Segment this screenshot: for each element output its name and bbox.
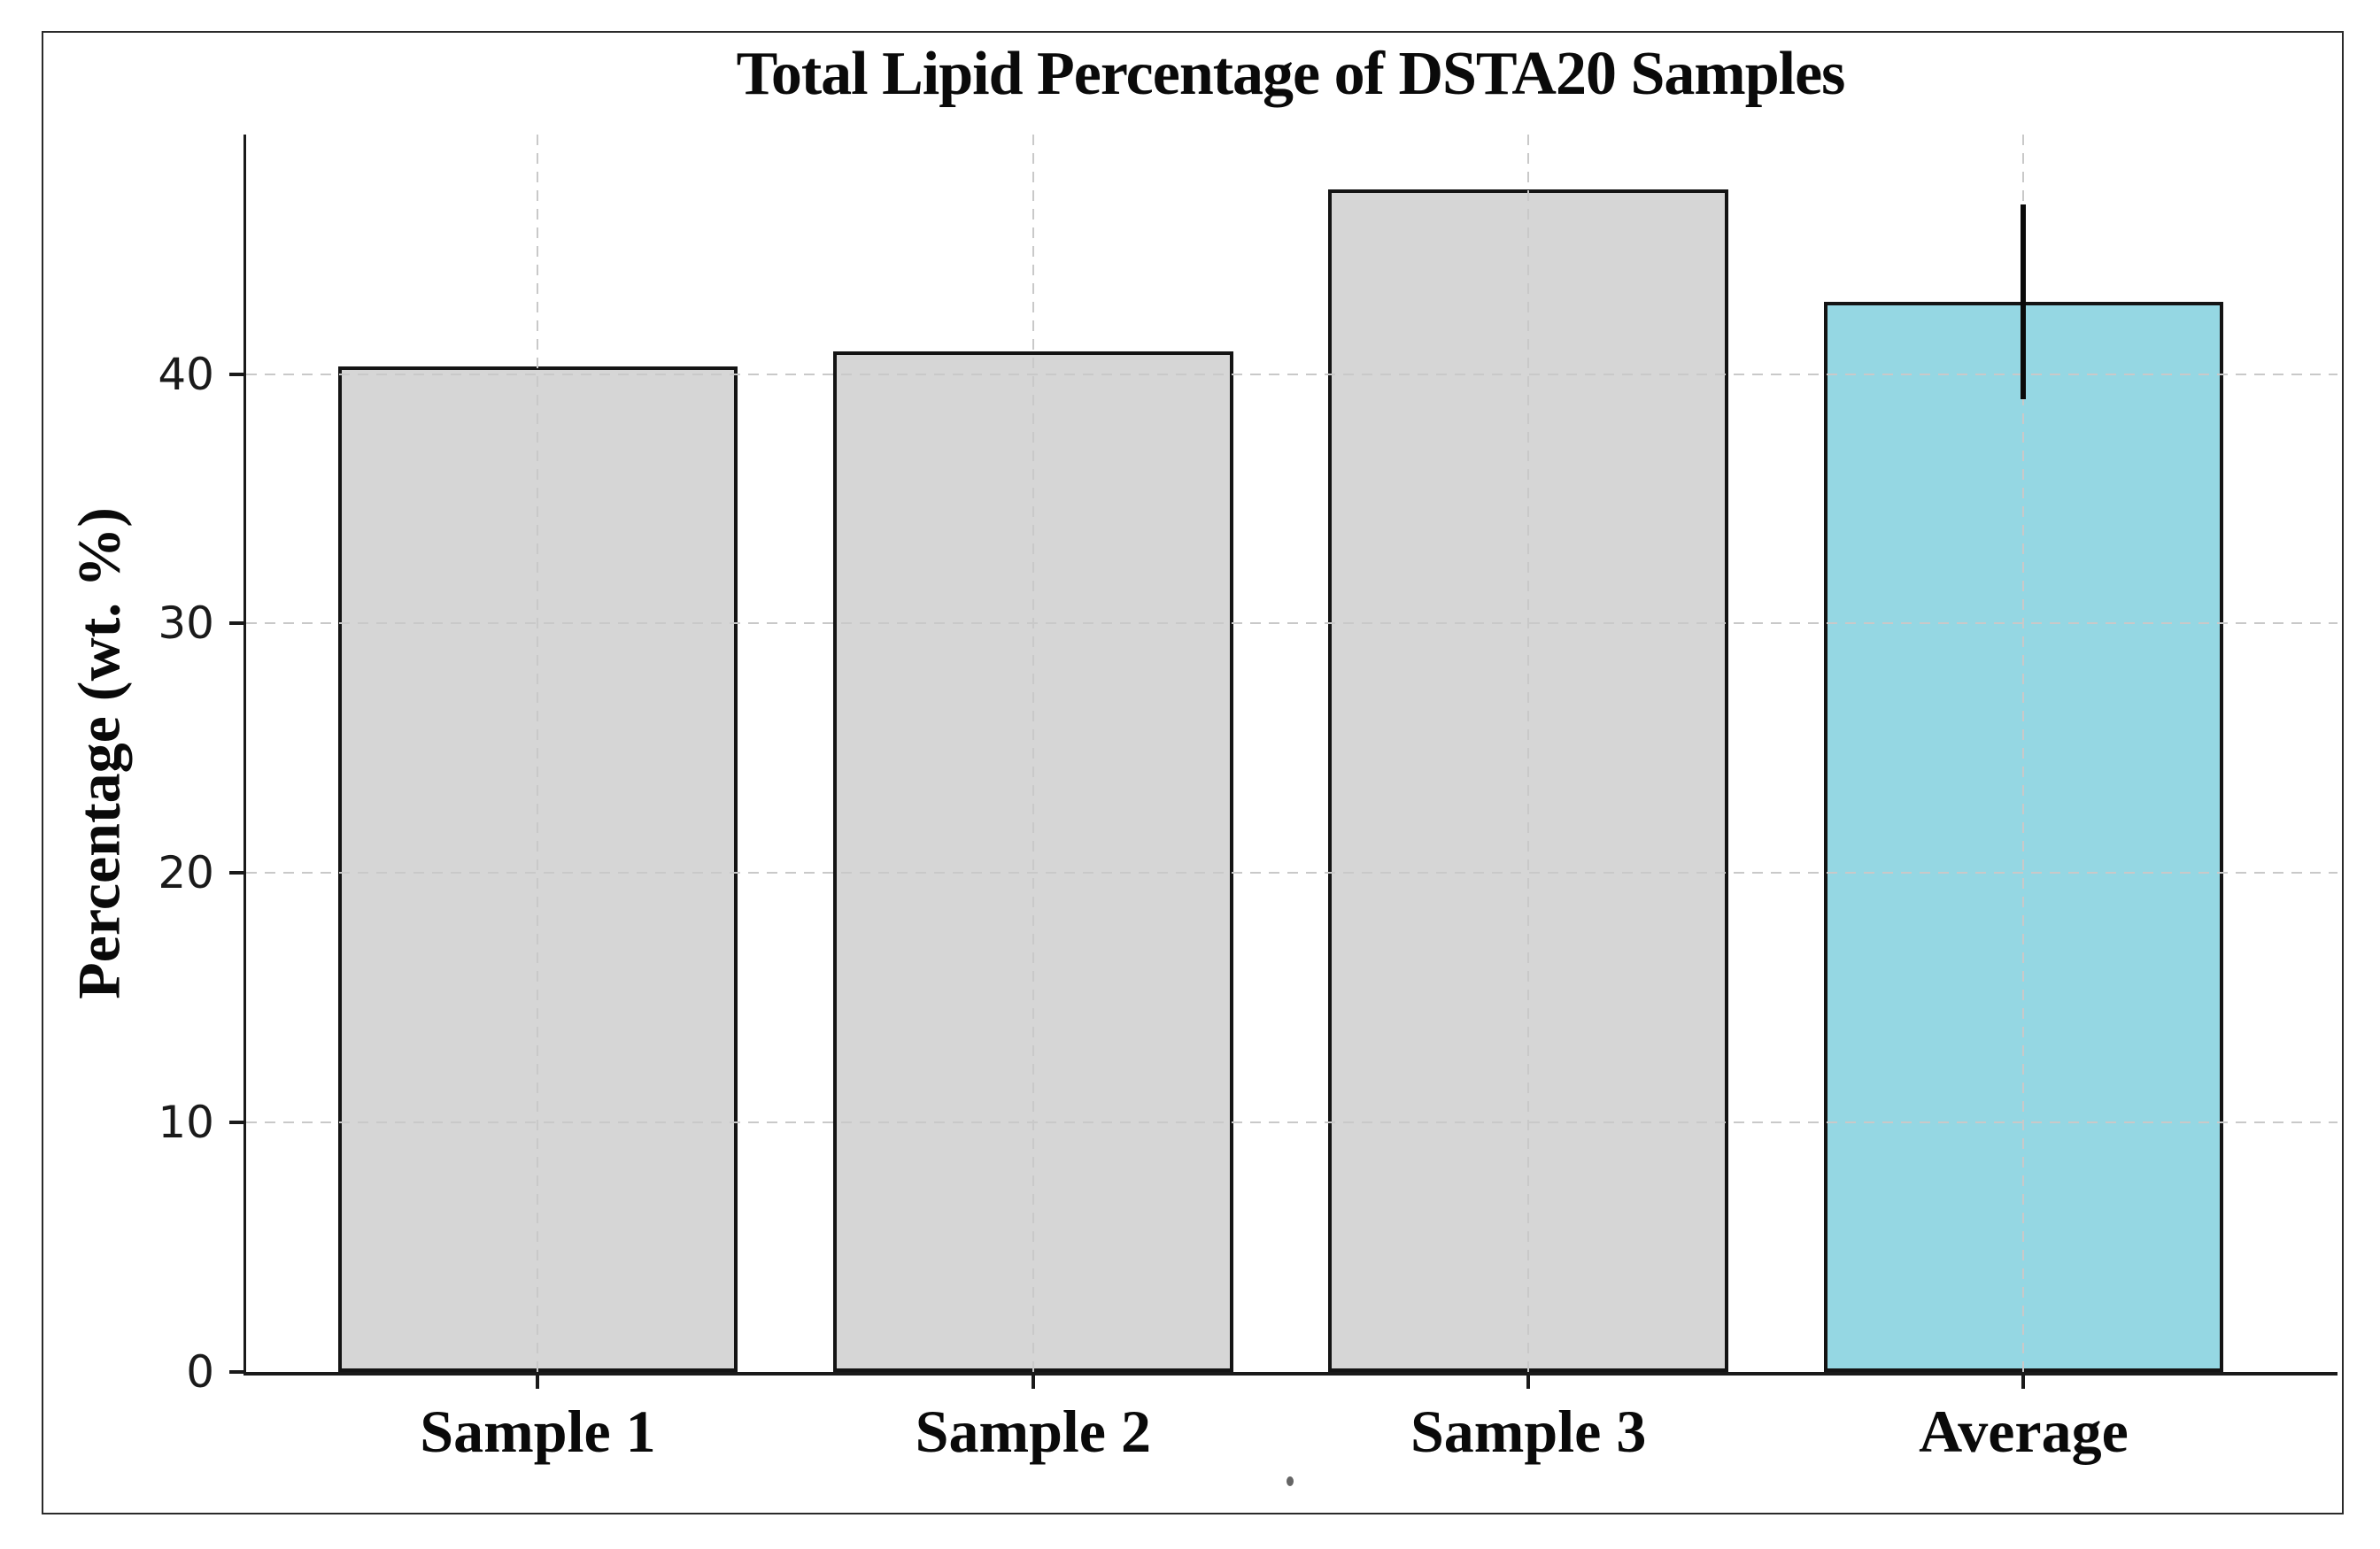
x-tick-label-sample-1: Sample 1 — [420, 1398, 656, 1465]
v-gridline-1 — [537, 135, 539, 1372]
y-tick-0 — [229, 1370, 243, 1374]
y-tick-30 — [229, 621, 243, 626]
y-tick-20 — [229, 871, 243, 875]
y-axis-label: Percentage (wt. %) — [65, 507, 133, 999]
y-tick-label-20: 20 — [158, 847, 214, 899]
chart-title: Total Lipid Percentage of DSTA20 Samples — [736, 40, 1846, 108]
v-gridline-4 — [2022, 135, 2025, 1372]
y-tick-40 — [229, 372, 243, 376]
plot-area — [229, 135, 2338, 1389]
v-gridline-2 — [1032, 135, 1034, 1372]
stray-dot-artifact — [1287, 1476, 1294, 1486]
y-tick-10 — [229, 1121, 243, 1125]
x-tick-3 — [1526, 1376, 1531, 1389]
h-gridline-20 — [246, 872, 2338, 875]
x-tick-label-sample-2: Sample 2 — [915, 1398, 1151, 1465]
h-gridline-10 — [246, 1121, 2338, 1124]
y-tick-label-0: 0 — [186, 1346, 214, 1398]
error-bar-average — [2021, 204, 2027, 399]
h-gridline-40 — [246, 373, 2338, 375]
y-tick-label-40: 40 — [158, 348, 214, 400]
y-tick-label-30: 30 — [158, 597, 214, 650]
x-tick-2 — [1031, 1376, 1035, 1389]
v-gridline-3 — [1527, 135, 1530, 1372]
h-gridline-30 — [246, 622, 2338, 625]
x-tick-label-average: Average — [1919, 1398, 2129, 1465]
x-tick-label-sample-3: Sample 3 — [1410, 1398, 1647, 1465]
x-tick-4 — [2021, 1376, 2026, 1389]
x-tick-1 — [536, 1376, 540, 1389]
y-tick-label-10: 10 — [158, 1097, 214, 1149]
